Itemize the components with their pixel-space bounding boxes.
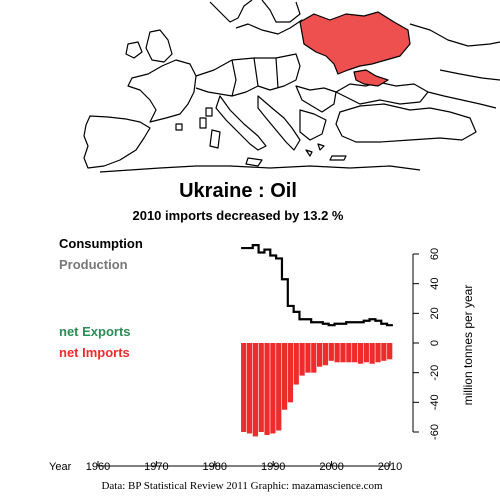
- map-africa-coast: [99, 165, 421, 173]
- bar-net-imports: [363, 343, 369, 363]
- legend-net-exports: net Exports: [59, 324, 131, 339]
- bar-net-imports: [258, 343, 264, 432]
- bar-net-imports: [276, 343, 282, 431]
- bar-net-imports: [241, 343, 247, 432]
- y-tick-label: -60: [429, 424, 441, 440]
- bar-net-imports: [264, 343, 270, 435]
- y-tick-label: -40: [429, 394, 441, 410]
- line-consumption: [241, 244, 393, 327]
- y-tick-label: -20: [429, 365, 441, 381]
- bar-net-imports: [369, 343, 375, 364]
- bar-net-imports: [334, 343, 340, 363]
- bar-net-imports: [287, 343, 294, 403]
- bar-net-imports: [328, 343, 334, 361]
- map-italy: [209, 95, 267, 167]
- bar-net-imports: [246, 343, 253, 434]
- x-axis-label: Year: [49, 461, 72, 473]
- map-black-sea: [335, 81, 429, 105]
- map-central-borders: [195, 53, 301, 97]
- chart-title: Ukraine : Oil: [179, 180, 297, 202]
- y-tick-label: 20: [429, 307, 441, 319]
- bar-net-imports: [270, 343, 276, 434]
- y-axis-label: million tonnes per year: [461, 285, 475, 406]
- footer-source: Data: BP Statistical Review 2011 Graphic…: [101, 480, 383, 492]
- legend-net-imports: net Imports: [59, 345, 130, 360]
- map-france-coast: [127, 59, 197, 123]
- bar-net-imports: [322, 343, 329, 366]
- chart-subtitle: 2010 imports decreased by 13.2 %: [132, 208, 344, 223]
- bar-net-imports: [293, 343, 299, 385]
- x-tick-label: 2010: [378, 461, 402, 473]
- bar-net-imports: [387, 343, 393, 360]
- bar-net-imports: [305, 343, 311, 373]
- bar-net-imports: [346, 343, 352, 363]
- bar-net-imports: [252, 343, 258, 437]
- map-iberia-coast: [83, 115, 151, 169]
- bar-net-imports: [299, 343, 305, 376]
- bar-net-imports: [357, 343, 364, 364]
- map-turkey: [335, 103, 477, 143]
- x-tick-label: 2000: [319, 461, 343, 473]
- bar-net-imports: [381, 343, 387, 361]
- y-tick-label: 0: [429, 340, 441, 346]
- bar-net-imports: [317, 343, 323, 367]
- map-aegean-islands: [305, 143, 347, 161]
- bar-net-imports: [281, 343, 288, 410]
- bar-net-imports: [352, 343, 358, 363]
- legend-consumption: Consumption: [59, 236, 143, 251]
- map-caucasus: [427, 91, 497, 109]
- y-tick-label: 60: [429, 248, 441, 260]
- x-tick-label: 1990: [261, 461, 285, 473]
- map-scandinavia: [209, 0, 301, 23]
- map-mediterranean-islands: [175, 107, 213, 131]
- map-british-isles: [125, 29, 173, 63]
- bar-net-imports: [340, 343, 346, 363]
- x-tick-label: 1960: [86, 461, 110, 473]
- bar-net-imports: [375, 343, 381, 363]
- bar-net-imports: [311, 343, 317, 373]
- x-tick-label: 1970: [144, 461, 168, 473]
- map-russia-border: [409, 23, 500, 81]
- map-ukraine: [299, 11, 411, 87]
- legend-production: Production: [59, 257, 128, 272]
- map-balkans: [257, 85, 337, 151]
- y-tick-label: 40: [429, 278, 441, 290]
- europe-map: [83, 0, 500, 173]
- x-tick-label: 1980: [203, 461, 227, 473]
